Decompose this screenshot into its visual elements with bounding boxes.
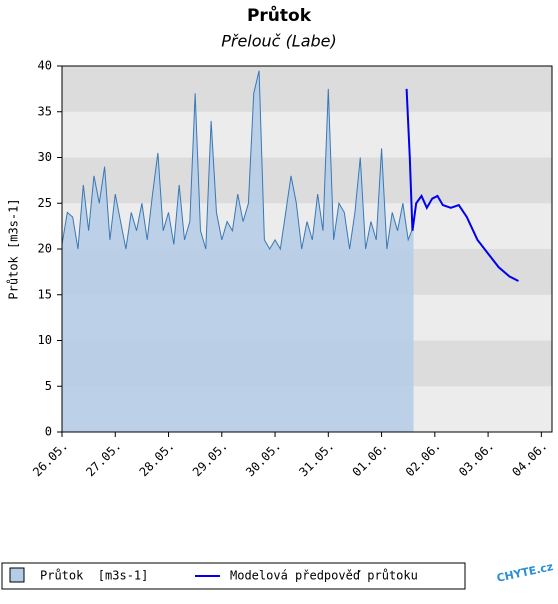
- y-tick-label: 5: [45, 379, 52, 393]
- forecast-line: [405, 88, 519, 282]
- legend-swatch: [9, 567, 25, 583]
- x-tick-label: 30.05.: [243, 439, 284, 480]
- legend-label: Průtok [m3s-1]: [40, 569, 148, 583]
- grid-band: [62, 157, 552, 204]
- y-tick-label: 35: [38, 104, 52, 118]
- x-tick-label: 27.05.: [83, 439, 124, 480]
- y-tick-label: 25: [38, 196, 52, 210]
- y-tick-label: 40: [38, 59, 52, 73]
- chart-title: Průtok: [247, 4, 312, 26]
- x-tick-label: 29.05.: [190, 439, 231, 480]
- y-tick-label: 15: [38, 287, 52, 301]
- x-tick-label: 04.06.: [509, 439, 550, 480]
- chart-subtitle: Přelouč (Labe): [221, 32, 337, 51]
- y-tick-label: 10: [38, 333, 52, 347]
- y-tick-label: 0: [45, 425, 52, 439]
- y-tick-label: 20: [38, 242, 52, 256]
- x-tick-label: 02.06.: [403, 439, 444, 480]
- y-tick-label: 30: [38, 150, 52, 164]
- logo: CHYTE.cz: [495, 560, 554, 585]
- legend-label: Modelová předpověď průtoku: [230, 569, 418, 583]
- plot-area: [61, 66, 552, 432]
- x-tick-label: 26.05.: [30, 439, 71, 480]
- x-tick-label: 28.05.: [137, 439, 178, 480]
- x-tick-label: 01.06.: [350, 439, 391, 480]
- x-tick-label: 31.05.: [296, 439, 337, 480]
- x-tick-label: 03.06.: [456, 439, 497, 480]
- legend-box: [1, 562, 466, 590]
- y-axis-label: Průtok [m3s-1]: [7, 198, 21, 299]
- series-line: [61, 70, 414, 251]
- grid-band: [62, 66, 552, 112]
